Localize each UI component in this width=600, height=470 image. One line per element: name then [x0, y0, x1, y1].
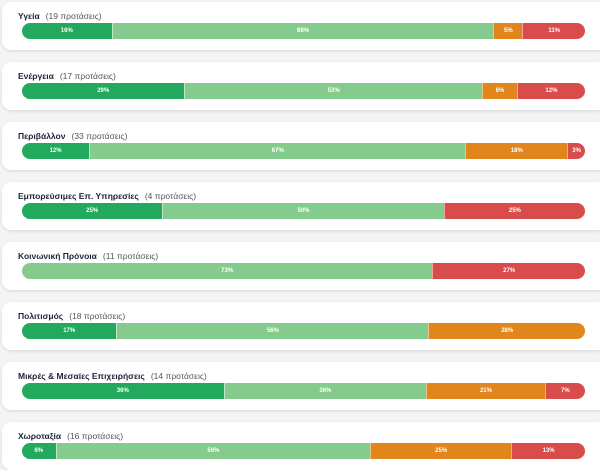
category-label: Πολιτισμός: [18, 311, 64, 321]
bar-segment: 13%: [511, 443, 585, 459]
proposal-count: (16 προτάσεις): [67, 431, 124, 441]
proposal-count: (11 προτάσεις): [102, 251, 159, 261]
bar-segment: 53%: [184, 83, 483, 99]
category-label: Κοινωνική Πρόνοια: [18, 251, 97, 261]
category-card: Χωροταξία (16 προτάσεις) 6% 56% 25% 13%: [2, 422, 600, 470]
bar-segment: 11%: [522, 23, 585, 39]
bar-segment: 16%: [22, 23, 112, 39]
category-title: Περιβάλλον (33 προτάσεις): [18, 131, 127, 141]
category-label: Υγεία: [18, 11, 40, 21]
proposal-count: (19 προτάσεις): [45, 11, 102, 21]
category-card: Περιβάλλον (33 προτάσεις) 12% 67% 18% 3%: [2, 122, 600, 170]
category-label: Μικρές & Μεσαίες Επιχειρήσεις: [18, 371, 145, 381]
bar-segment: 25%: [370, 443, 512, 459]
category-card: Εμπορεύσιμες Επ. Υπηρεσίες (4 προτάσεις) 2…: [2, 182, 600, 230]
category-label: Εμπορεύσιμες Επ. Υπηρεσίες: [18, 191, 139, 201]
bar-segment: 6%: [482, 83, 517, 99]
stacked-bar: 29% 53% 6% 12%: [22, 83, 585, 99]
bar-segment: 5%: [493, 23, 523, 39]
stacked-bar: 6% 56% 25% 13%: [22, 443, 585, 459]
bar-segment: 28%: [428, 323, 585, 339]
stacked-bar: 17% 56% 28%: [22, 323, 585, 339]
category-title: Εμπορεύσιμες Επ. Υπηρεσίες (4 προτάσεις): [18, 191, 196, 201]
bar-segment: 56%: [116, 323, 429, 339]
category-title: Κοινωνική Πρόνοια (11 προτάσεις): [18, 251, 158, 261]
bar-segment: 29%: [22, 83, 185, 99]
bar-segment: 18%: [465, 143, 568, 159]
bar-segment: 56%: [55, 443, 371, 459]
bar-segment: 27%: [432, 263, 585, 279]
bar-segment: 12%: [22, 143, 90, 159]
proposal-count: (17 προτάσεις): [59, 71, 116, 81]
bar-segment: 50%: [162, 203, 444, 219]
category-card: Κοινωνική Πρόνοια (11 προτάσεις) 73% 27%: [2, 242, 600, 290]
category-card: Πολιτισμός (18 προτάσεις) 17% 56% 28%: [2, 302, 600, 350]
bar-segment: 36%: [22, 383, 224, 399]
category-label: Χωροταξία: [18, 431, 62, 441]
bar-segment: 12%: [516, 83, 585, 99]
proposal-count: (33 προτάσεις): [71, 131, 128, 141]
bar-segment: 21%: [426, 383, 545, 399]
category-title: Υγεία (19 προτάσεις): [18, 11, 102, 21]
category-card: Ενέργεια (17 προτάσεις) 29% 53% 6% 12%: [2, 62, 600, 110]
category-title: Πολιτισμός (18 προτάσεις): [18, 311, 125, 321]
bar-segment: 25%: [443, 203, 585, 219]
category-title: Ενέργεια (17 προτάσεις): [18, 71, 116, 81]
bar-segment: 7%: [544, 383, 585, 399]
proposal-count: (4 προτάσεις): [144, 191, 197, 201]
category-title: Μικρές & Μεσαίες Επιχειρήσεις (14 προτάσε…: [18, 371, 207, 381]
bar-segment: 3%: [567, 143, 585, 159]
category-title: Χωροταξία (16 προτάσεις): [18, 431, 123, 441]
category-label: Περιβάλλον: [18, 131, 66, 141]
stacked-bar: 12% 67% 18% 3%: [22, 143, 585, 159]
bar-segment: 67%: [89, 143, 466, 159]
bar-segment: 17%: [22, 323, 117, 339]
category-label: Ενέργεια: [18, 71, 54, 81]
stacked-bar: 36% 36% 21% 7%: [22, 383, 585, 399]
bar-segment: 36%: [223, 383, 427, 399]
proposal-count: (14 προτάσεις): [150, 371, 207, 381]
category-card: Υγεία (19 προτάσεις) 16% 68% 5% 11%: [2, 2, 600, 50]
proposal-count: (18 προτάσεις): [69, 311, 126, 321]
stacked-bar: 25% 50% 25%: [22, 203, 585, 219]
bar-segment: 68%: [111, 23, 494, 39]
bar-segment: 25%: [22, 203, 163, 219]
stacked-bar: 73% 27%: [22, 263, 585, 279]
bar-segment: 6%: [22, 443, 56, 459]
stacked-bar: 16% 68% 5% 11%: [22, 23, 585, 39]
category-card: Μικρές & Μεσαίες Επιχειρήσεις (14 προτάσε…: [2, 362, 600, 410]
bar-segment: 73%: [22, 263, 433, 279]
